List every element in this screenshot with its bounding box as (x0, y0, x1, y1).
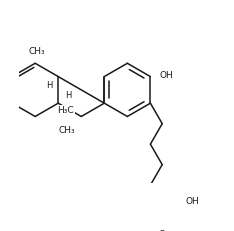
Text: CH₃: CH₃ (28, 47, 45, 56)
Text: OH: OH (160, 70, 174, 79)
Text: H: H (47, 81, 53, 90)
Text: H₃C: H₃C (57, 106, 74, 115)
Text: OH: OH (186, 196, 200, 205)
Text: H: H (65, 91, 71, 100)
Text: CH₃: CH₃ (58, 125, 75, 134)
Text: O: O (158, 229, 165, 231)
